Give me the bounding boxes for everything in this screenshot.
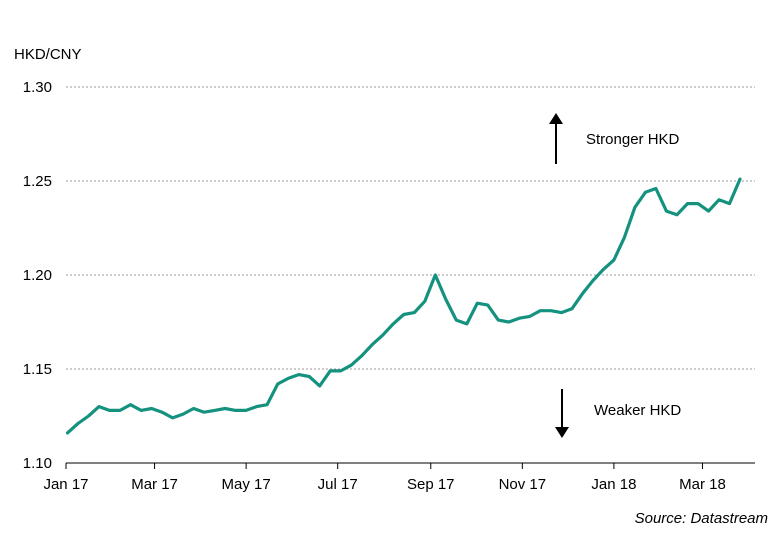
data-point [139, 409, 143, 412]
data-point [675, 213, 679, 216]
data-point [549, 309, 553, 312]
data-point [371, 343, 374, 346]
down-arrow-icon [555, 389, 569, 438]
data-point [644, 191, 647, 194]
data-point [255, 405, 258, 408]
data-point [623, 236, 626, 239]
hkd-cny-line [65, 177, 742, 435]
gridlines [66, 86, 755, 370]
data-point [612, 258, 616, 262]
data-point [602, 268, 605, 271]
data-point [413, 311, 416, 314]
data-point [434, 273, 437, 277]
data-point [265, 403, 269, 406]
data-point [66, 431, 69, 435]
data-point [738, 177, 742, 181]
data-point [329, 369, 332, 373]
data-point [360, 354, 363, 357]
data-point [381, 334, 384, 337]
data-point [87, 414, 90, 418]
x-tick-labels: Jan 17 Mar 17 May 17 Jul 17 Sep 17 Nov 17 Jan … [43, 476, 725, 493]
data-point [591, 279, 595, 282]
data-point [171, 416, 174, 420]
data-point [497, 318, 500, 322]
data-point [150, 407, 153, 410]
data-point [465, 322, 468, 326]
x-tick-label: Mar 17 [131, 476, 178, 493]
data-point [308, 375, 311, 378]
y-tick-label: 1.20 [23, 267, 52, 284]
data-point [392, 322, 395, 326]
data-point [486, 303, 489, 307]
data-point [76, 422, 80, 425]
y-tick-label: 1.10 [23, 455, 52, 472]
data-point [696, 202, 700, 205]
x-tick-label: Mar 18 [679, 476, 726, 493]
data-point [402, 313, 405, 316]
data-point [570, 307, 574, 310]
data-point [455, 318, 458, 322]
x-tick-label: Jan 17 [43, 476, 88, 493]
data-point [581, 292, 584, 295]
data-point [518, 317, 521, 320]
data-point [717, 198, 721, 201]
y-tick-label: 1.25 [23, 173, 52, 190]
data-point [223, 407, 227, 410]
data-point [728, 202, 731, 205]
up-arrow-icon [549, 113, 563, 164]
x-tick-label: Jan 18 [591, 476, 636, 493]
y-tick-label: 1.30 [23, 79, 52, 96]
data-point [108, 409, 111, 412]
data-point [528, 315, 531, 318]
data-point [476, 302, 479, 305]
data-point [181, 412, 185, 416]
x-tick-label: May 17 [222, 476, 271, 493]
data-point [339, 369, 342, 373]
weaker-hkd-annotation: Weaker HKD [594, 402, 682, 419]
data-point [633, 206, 637, 209]
x-tick-label: Jul 17 [318, 476, 358, 493]
data-point [97, 405, 101, 408]
data-point [244, 409, 248, 412]
data-point [287, 377, 290, 380]
data-point [234, 409, 237, 412]
data-point [202, 411, 206, 414]
data-point [665, 209, 668, 213]
x-tick-label: Sep 17 [407, 476, 455, 493]
data-point [192, 407, 195, 410]
data-point [507, 320, 510, 324]
data-point [118, 409, 122, 412]
series-group [65, 177, 742, 435]
data-point [686, 202, 689, 205]
x-tick-label: Nov 17 [499, 476, 547, 493]
data-point [297, 373, 300, 376]
y-axis-label: HKD/CNY [14, 46, 82, 63]
data-point [444, 298, 447, 301]
data-point [129, 403, 132, 406]
data-point [213, 409, 216, 412]
y-tick-labels: 1.10 1.15 1.20 1.25 1.30 [23, 79, 52, 472]
y-tick-label: 1.15 [23, 361, 52, 378]
data-point [539, 309, 542, 312]
data-point [707, 209, 710, 213]
data-point [423, 300, 426, 303]
data-point [560, 311, 563, 314]
x-axis [65, 462, 755, 469]
data-point [160, 411, 164, 414]
data-point [350, 364, 353, 367]
data-point [318, 384, 321, 388]
data-point [276, 382, 279, 386]
data-point [654, 187, 658, 190]
source-note: Source: Datastream [634, 510, 768, 527]
stronger-hkd-annotation: Stronger HKD [586, 131, 680, 148]
